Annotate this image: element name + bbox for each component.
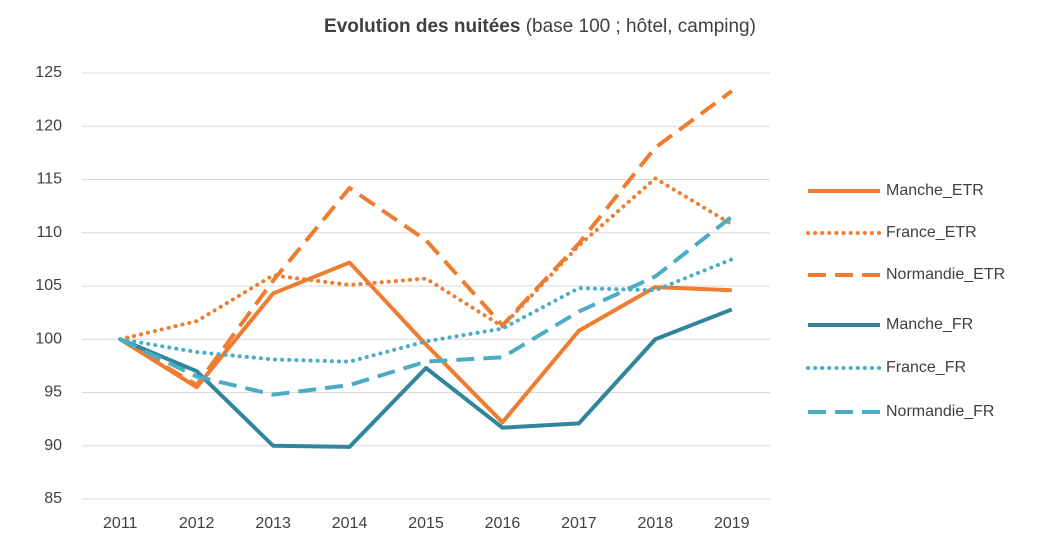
y-tick-label: 105 (35, 277, 62, 294)
y-tick-label: 120 (35, 117, 62, 134)
y-tick-label: 90 (44, 437, 62, 454)
y-tick-label: 95 (44, 384, 62, 401)
series-line (119, 307, 733, 449)
x-tick-label: 2014 (332, 515, 368, 532)
y-tick-label: 115 (36, 171, 62, 188)
y-tick-label: 110 (36, 224, 62, 241)
x-tick-label: 2013 (255, 515, 291, 532)
legend-label: Manche_FR (886, 316, 973, 333)
x-tick-label: 2016 (485, 515, 521, 532)
chart-title-line: Evolution des nuitées (base 100 ; hôtel,… (324, 16, 756, 37)
legend-label: Normandie_FR (886, 403, 994, 420)
y-tick-label: 125 (35, 64, 62, 81)
legend-label: France_ETR (886, 224, 977, 241)
chart-subtitle: (base 100 ; hôtel, camping) (526, 16, 756, 37)
x-tick-label: 2011 (103, 515, 138, 532)
series-line (119, 215, 734, 397)
y-tick-label: 100 (35, 330, 62, 347)
x-tick-label: 2017 (561, 515, 597, 532)
series-line (118, 176, 734, 342)
x-tick-label: 2018 (638, 515, 674, 532)
legend-label: Manche_ETR (886, 182, 984, 199)
legend-label: Normandie_ETR (886, 266, 1005, 283)
series-line (119, 89, 733, 388)
x-tick-label: 2012 (179, 515, 215, 532)
legend-label: France_FR (886, 359, 966, 376)
series-line (119, 260, 732, 425)
x-tick-label: 2015 (408, 515, 444, 532)
chart-title: Evolution des nuitées (324, 16, 520, 37)
x-tick-label: 2019 (714, 515, 750, 532)
y-tick-label: 85 (44, 490, 62, 507)
